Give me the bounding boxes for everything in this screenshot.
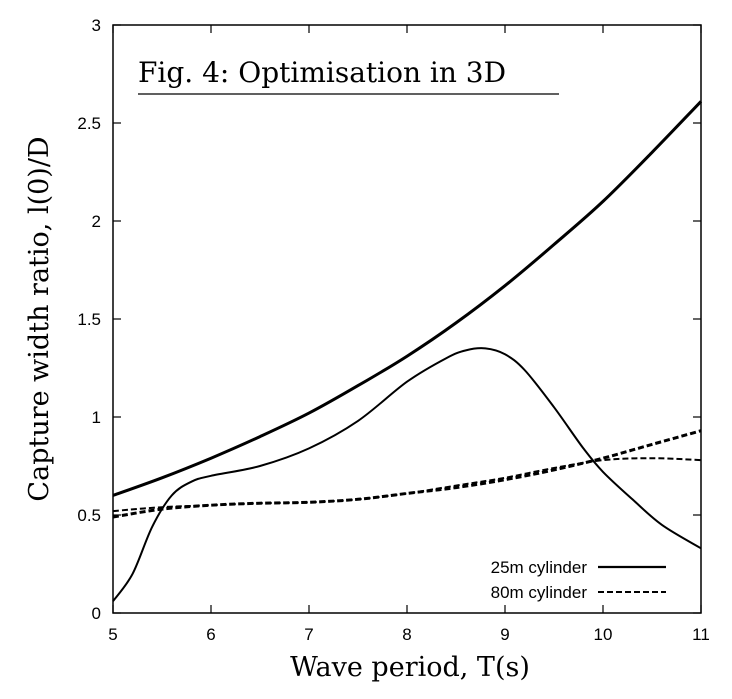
- series-line-2-solid: [112, 347, 702, 602]
- x-tick-label: 5: [108, 625, 117, 644]
- y-tick-label: 1.5: [77, 310, 101, 329]
- y-tick-label: 0: [92, 604, 101, 623]
- y-axis-title: Capture width ratio, l(0)/D: [24, 136, 55, 501]
- legend-label-25m: 25m cylinder: [491, 558, 588, 577]
- x-tick-label: 10: [594, 625, 613, 644]
- series-group: [112, 100, 703, 602]
- y-tick-label: 0.5: [77, 506, 101, 525]
- y-tick-label: 2: [92, 212, 101, 231]
- plot-frame: [112, 24, 702, 614]
- y-tick-label: 2.5: [77, 114, 101, 133]
- series-line-3-dashed: [112, 429, 702, 519]
- x-axis-title: Wave period, T(s): [290, 652, 530, 683]
- y-tick-label: 3: [92, 16, 101, 35]
- series-line-1-solid: [112, 100, 703, 497]
- x-tick-label: 9: [500, 625, 509, 644]
- axis-ticks: 5 6 7 8 9 10 11 0 0.5 1 1.5 2 2.5 3: [77, 16, 709, 644]
- legend-label-80m: 80m cylinder: [491, 583, 588, 602]
- x-tick-label: 7: [304, 625, 313, 644]
- x-tick-label: 6: [206, 625, 215, 644]
- y-tick-label: 1: [92, 408, 101, 427]
- x-tick-label: 11: [692, 625, 710, 644]
- series-line-4-dashed: [112, 457, 702, 513]
- chart-title: Fig. 4: Optimisation in 3D: [138, 56, 506, 89]
- legend: 25m cylinder 80m cylinder: [491, 558, 666, 602]
- x-tick-label: 8: [402, 625, 411, 644]
